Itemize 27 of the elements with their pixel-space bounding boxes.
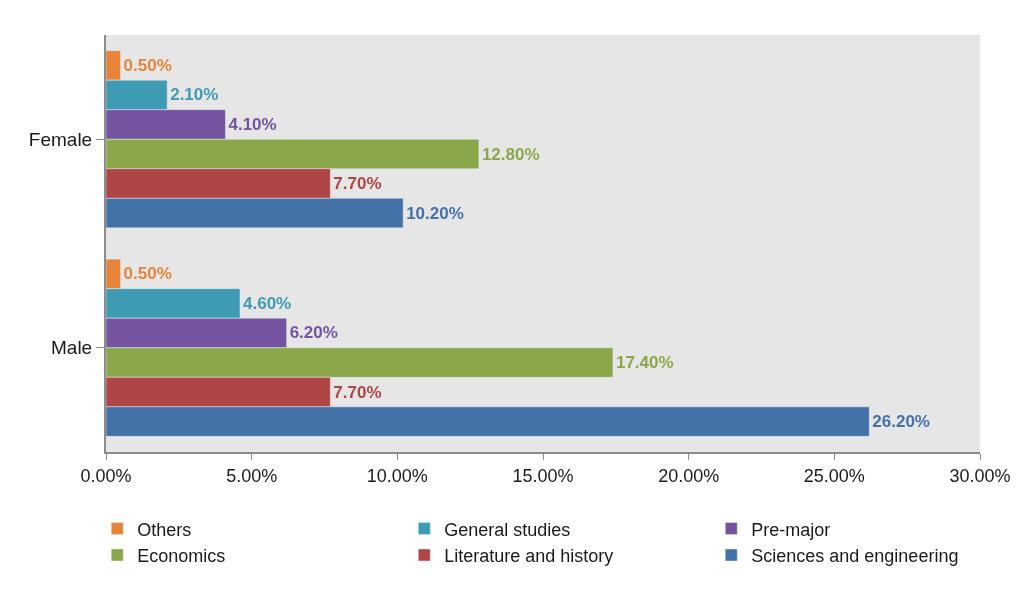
x-tick-label: 0.00% <box>80 465 132 486</box>
data-label: 12.80% <box>481 144 540 164</box>
legend-label: General studies <box>444 519 571 540</box>
x-tick-label: 25.00% <box>803 465 865 486</box>
data-label: 7.70% <box>333 174 382 194</box>
legend-label: Literature and history <box>444 546 614 566</box>
x-tick-label: 5.00% <box>226 465 278 486</box>
legend-label: Others <box>137 519 192 540</box>
legend-label: Pre-major <box>751 519 831 540</box>
data-label: 0.50% <box>123 264 172 284</box>
legend-label: Economics <box>137 546 226 566</box>
x-tick-label: 30.00% <box>949 465 1011 486</box>
x-tick-label: 20.00% <box>658 465 720 486</box>
data-label: 17.40% <box>615 353 674 373</box>
data-label: 10.20% <box>406 203 464 223</box>
data-label: 4.60% <box>243 293 292 313</box>
data-label: 26.20% <box>872 412 930 432</box>
data-label: 6.20% <box>289 323 338 343</box>
data-label: 4.10% <box>228 114 277 134</box>
y-tick-label: Male <box>51 337 93 359</box>
data-label: 7.70% <box>333 382 382 402</box>
x-tick-label: 10.00% <box>366 465 428 486</box>
data-label: 0.50% <box>123 55 172 75</box>
x-tick-label: 15.00% <box>512 465 574 486</box>
legend-label: Sciences and engineering <box>751 546 959 566</box>
data-label: 2.10% <box>170 85 219 105</box>
y-tick-label: Female <box>28 128 93 150</box>
